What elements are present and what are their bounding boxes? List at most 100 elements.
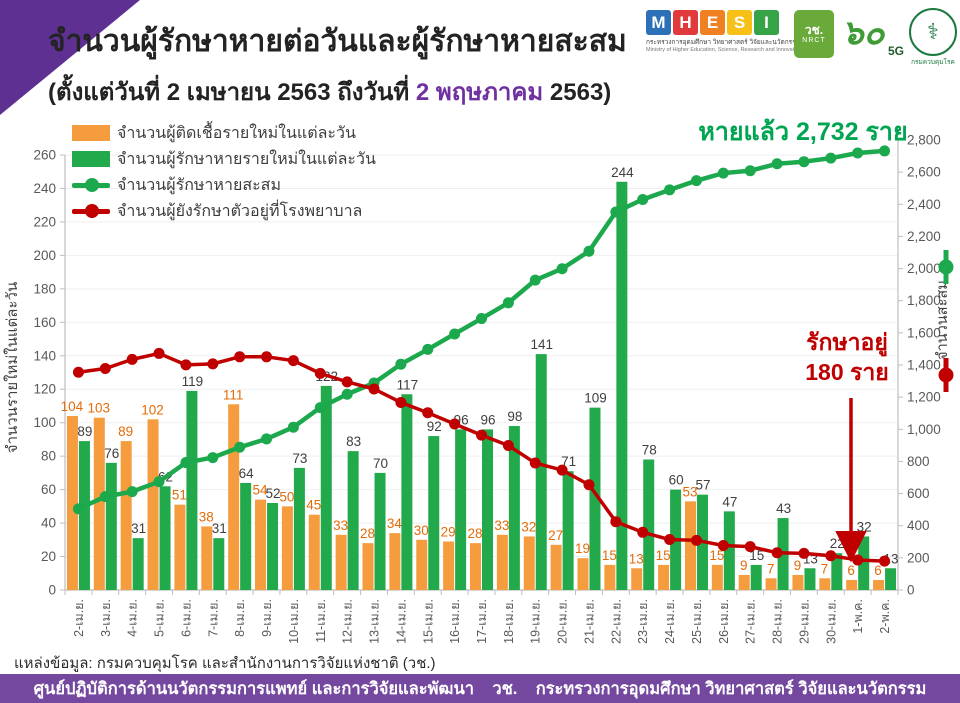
bar-label-new-recovered: 31	[131, 521, 146, 536]
bar-new-cases	[765, 578, 777, 590]
bar-new-recovered	[428, 436, 440, 590]
in-hospital-point	[771, 547, 783, 559]
x-axis-category-label: 17-เม.ย.	[475, 599, 489, 644]
bar-label-new-cases: 111	[223, 387, 244, 402]
bar-label-new-cases: 29	[441, 524, 456, 539]
caduceus-icon: ⚕	[909, 8, 957, 56]
in-hospital-point	[449, 418, 461, 430]
legend-label: จำนวนผู้รักษาหายรายใหม่ในแต่ละวัน	[117, 150, 376, 168]
header-logos: M H E S I กระทรวงการอุดมศึกษา วิทยาศาสตร…	[646, 8, 957, 70]
legend-label: จำนวนผู้ติดเชื้อรายใหม่ในแต่ละวัน	[117, 124, 356, 142]
right-axis-tick-label: 1,600	[907, 325, 941, 340]
in-hospital-point	[261, 351, 273, 363]
bar-new-cases	[846, 579, 858, 590]
bar-new-recovered	[186, 390, 198, 590]
right-axis-tick-label: 1,400	[907, 358, 941, 373]
left-axis-tick-label: 220	[33, 214, 56, 229]
bar-new-cases	[577, 558, 589, 590]
annotation-still-in-care-line2: 180 ราย	[805, 359, 889, 385]
in-hospital-point	[744, 541, 756, 553]
cumulative-recovered-point	[207, 452, 219, 464]
mhesi-letter-h-icon: H	[673, 10, 698, 35]
mhesi-letter-m-icon: M	[646, 10, 671, 35]
bar-label-new-recovered: 83	[346, 434, 361, 449]
left-axis-tick-label: 120	[33, 382, 56, 397]
in-hospital-point	[72, 366, 84, 378]
bar-new-recovered	[105, 462, 117, 590]
bar-label-new-cases: 51	[172, 488, 187, 503]
x-axis-category-label: 1-พ.ค.	[851, 599, 865, 634]
left-axis-tick-label: 0	[48, 583, 56, 598]
left-axis-title: จำนวนรายใหม่ในแต่ละวัน	[3, 282, 21, 453]
bar-new-cases	[523, 536, 535, 590]
cumulative-recovered-point	[771, 158, 783, 170]
x-axis-category-label: 7-เม.ย.	[206, 599, 220, 637]
cumulative-recovered-point	[583, 245, 595, 257]
bar-label-new-recovered: 47	[722, 494, 737, 509]
in-hospital-point	[610, 516, 622, 528]
chart-legend: จำนวนผู้ติดเชื้อรายใหม่ในแต่ละวัน จำนวนผ…	[72, 120, 376, 224]
x-axis-category-label: 18-เม.ย.	[502, 599, 516, 644]
thai-numeral-60-icon: ๖๐	[842, 14, 885, 52]
bar-label-new-recovered: 78	[642, 443, 657, 458]
bar-new-recovered	[562, 471, 574, 590]
bar-label-new-cases: 7	[821, 561, 829, 576]
bar-label-new-cases: 15	[656, 548, 671, 563]
cumulative-recovered-point	[341, 388, 353, 400]
bar-label-new-recovered: 117	[397, 377, 419, 392]
right-axis-tick-label: 2,800	[907, 133, 941, 148]
cumulative-recovered-point	[287, 421, 299, 433]
bar-new-recovered	[616, 181, 628, 590]
bar-new-recovered	[320, 385, 332, 590]
legend-label: จำนวนผู้ยังรักษาตัวอยู่ที่โรงพยาบาล	[117, 202, 363, 220]
right-axis-tick-label: 1,200	[907, 390, 941, 405]
bar-new-cases	[631, 568, 643, 590]
new-recovered-swatch-icon	[72, 151, 110, 167]
bar-label-new-cases: 89	[118, 424, 133, 439]
x-axis-category-label: 8-เม.ย.	[233, 599, 247, 637]
x-axis-category-label: 26-เม.ย.	[717, 599, 731, 644]
mhesi-thai-name: กระทรวงการอุดมศึกษา วิทยาศาสตร์ วิจัยและ…	[646, 39, 800, 46]
bar-new-recovered	[213, 538, 225, 590]
in-hospital-point	[341, 376, 353, 388]
in-hospital-point	[476, 429, 487, 441]
bar-label-new-cases: 27	[548, 528, 563, 543]
bar-label-new-cases: 45	[306, 498, 321, 513]
cumulative-recovered-point	[744, 165, 756, 177]
legend-item-in-hospital: จำนวนผู้ยังรักษาตัวอยู่ที่โรงพยาบาล	[72, 198, 376, 224]
bar-label-new-cases: 15	[709, 548, 724, 563]
bar-new-cases	[255, 499, 267, 590]
nrct-thai-abbr: วช.	[804, 23, 824, 37]
x-axis-category-label: 25-เม.ย.	[690, 599, 704, 644]
bar-new-recovered	[643, 459, 655, 590]
disease-control-dept-name: กรมควบคุมโรค	[911, 59, 955, 66]
legend-item-cumulative-recovered: จำนวนผู้รักษาหายสะสม	[72, 172, 376, 198]
bar-label-new-recovered: 109	[584, 391, 607, 406]
bar-new-recovered	[374, 472, 386, 590]
page-subtitle: (ตั้งแต่วันที่ 2 เมษายน 2563 ถึงวันที่ 2…	[48, 72, 611, 111]
cumulative-recovered-point	[556, 263, 568, 275]
bar-label-new-cases: 54	[253, 483, 269, 498]
bar-label-new-cases: 7	[767, 561, 775, 576]
x-axis-category-label: 23-เม.ย.	[636, 599, 650, 644]
bar-new-recovered	[750, 564, 762, 590]
cumulative-recovered-point	[476, 313, 487, 325]
bar-new-cases	[308, 514, 320, 590]
bar-label-new-recovered: 31	[212, 521, 227, 536]
bar-label-new-recovered: 76	[104, 446, 119, 461]
bar-label-new-cases: 28	[467, 526, 482, 541]
right-axis-tick-label: 1,800	[907, 293, 941, 308]
bar-label-new-cases: 9	[794, 558, 802, 573]
in-hospital-point	[717, 539, 729, 551]
cumulative-recovered-point	[690, 175, 702, 187]
bar-label-new-cases: 6	[874, 563, 882, 578]
bar-label-new-recovered: 32	[857, 519, 872, 534]
bar-new-cases	[416, 539, 428, 590]
bar-label-new-cases: 103	[88, 401, 111, 416]
annotation-still-in-care-line1: รักษาอยู่	[806, 329, 888, 355]
x-axis-category-label: 24-เม.ย.	[663, 599, 677, 644]
left-axis-tick-label: 40	[41, 516, 56, 531]
new-cases-swatch-icon	[72, 125, 110, 141]
right-axis-tick-label: 2,000	[907, 261, 941, 276]
bar-new-recovered	[132, 538, 144, 590]
